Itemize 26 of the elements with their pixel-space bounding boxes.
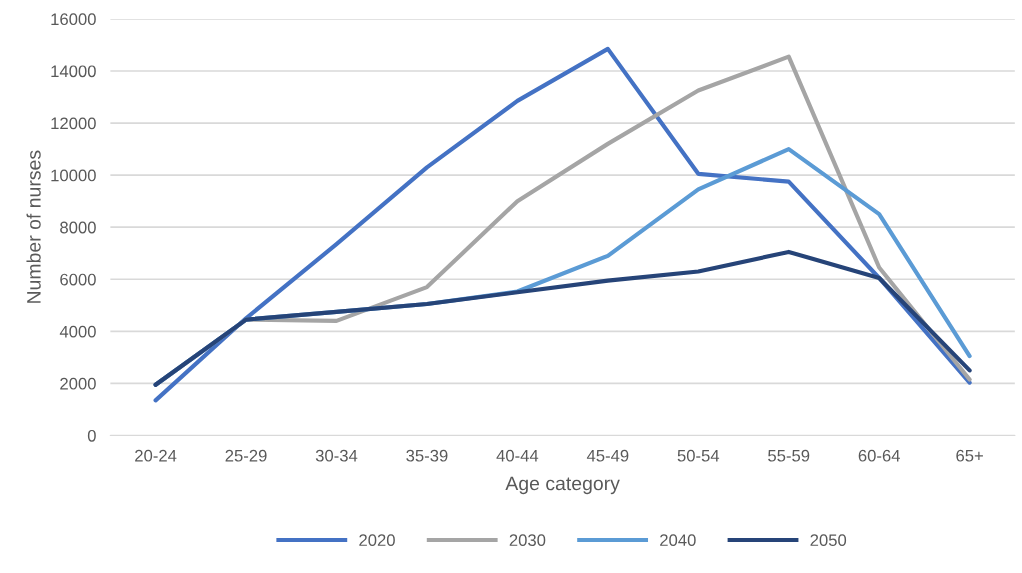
x-tick-label: 25-29 bbox=[225, 449, 267, 462]
x-tick-label: 40-44 bbox=[496, 449, 539, 462]
y-tick-label: 16000 bbox=[51, 13, 96, 26]
y-tick-label: 4000 bbox=[59, 325, 96, 338]
y-tick-label: 14000 bbox=[51, 65, 96, 78]
y-tick-label: 6000 bbox=[60, 273, 96, 286]
line-series bbox=[153, 249, 972, 387]
x-tick-label: 60-64 bbox=[858, 449, 900, 462]
y-tick-label: 10000 bbox=[51, 169, 96, 182]
x-tick-label: 55-59 bbox=[768, 449, 810, 462]
x-axis-title: Age category bbox=[505, 476, 620, 495]
y-axis-title: Number of nurses bbox=[26, 150, 41, 303]
legend-label: 2030 bbox=[509, 534, 546, 547]
y-tick-label: 8000 bbox=[60, 221, 96, 234]
legend-label: 2020 bbox=[359, 534, 395, 547]
legend-label: 2040 bbox=[660, 534, 696, 547]
legend-label: 2050 bbox=[810, 534, 847, 547]
y-tick-label: 2000 bbox=[60, 377, 96, 390]
x-tick-label: 50-54 bbox=[677, 449, 720, 462]
x-tick-label: 65+ bbox=[956, 449, 983, 462]
y-tick-label: 12000 bbox=[51, 117, 96, 130]
x-tick-label: 35-39 bbox=[406, 449, 448, 462]
x-tick-label: 30-34 bbox=[315, 449, 358, 462]
x-tick-label: 20-24 bbox=[135, 449, 177, 462]
x-tick-label: 45-49 bbox=[586, 449, 629, 462]
y-tick-label: 0 bbox=[87, 429, 96, 442]
